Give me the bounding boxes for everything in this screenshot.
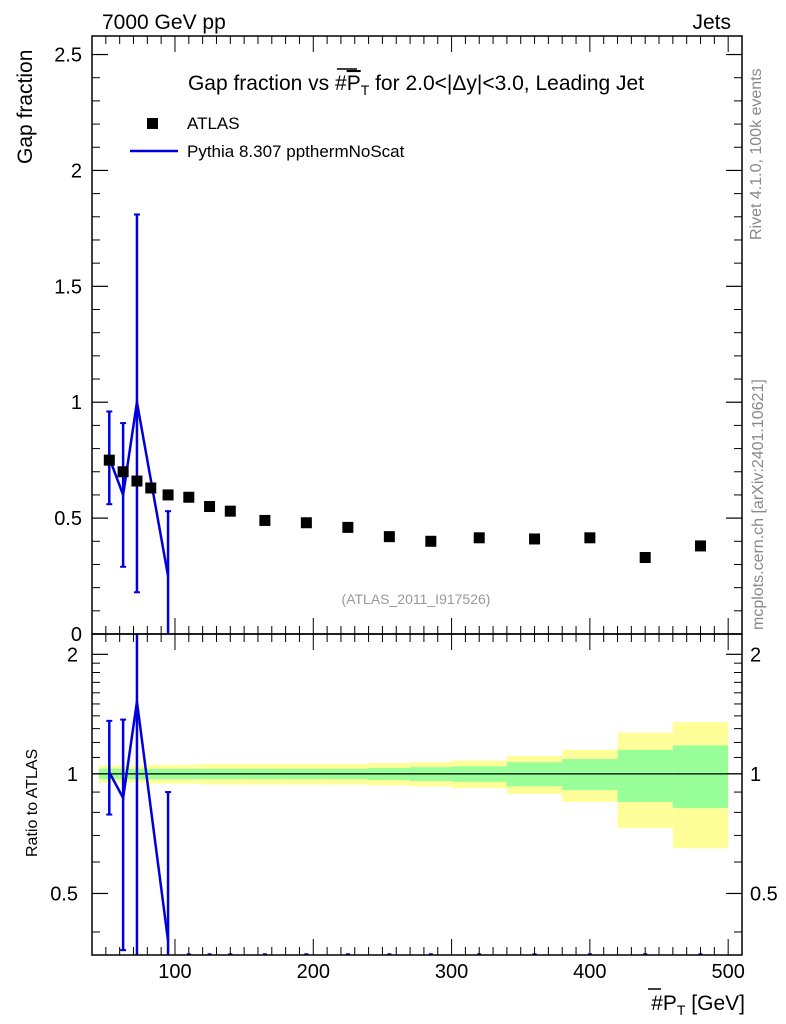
x-axis-label: #PT [GeV] bbox=[651, 992, 745, 1018]
main-axis-ticks: 0 0.5 1 1.5 2 2.5 bbox=[54, 36, 742, 646]
legend-mc-label: Pythia 8.307 ppthermNoScat bbox=[187, 142, 405, 161]
atlas-data-point bbox=[473, 532, 485, 544]
atlas-data-point bbox=[131, 475, 143, 487]
atlas-data-point bbox=[383, 531, 395, 543]
main-y-tick-label: 2 bbox=[71, 160, 82, 182]
ratio-y-tick-label: 1 bbox=[67, 764, 78, 786]
side-text-mcplots: mcplots.cern.ch [arXiv:2401.10621] bbox=[750, 379, 767, 630]
ratio-plot-frame bbox=[91, 633, 743, 956]
ratio-mc-line bbox=[108, 701, 170, 941]
x-tick-label: 300 bbox=[435, 961, 468, 983]
ratio-y-axis-label: Ratio to ATLAS bbox=[24, 749, 41, 857]
main-y-tick-label: 0 bbox=[71, 624, 82, 646]
atlas-data-point bbox=[695, 540, 707, 552]
atlas-data-point bbox=[300, 517, 312, 529]
atlas-data-point bbox=[342, 521, 354, 533]
atlas-data-point bbox=[529, 533, 541, 545]
atlas-data-point bbox=[639, 552, 651, 564]
main-y-tick-label: 0.5 bbox=[54, 508, 82, 530]
plot-title-t: T bbox=[361, 82, 370, 98]
side-text-rivet: Rivet 4.1.0, 100k events bbox=[748, 68, 765, 240]
atlas-data-point bbox=[162, 489, 174, 501]
atlas-data-point bbox=[183, 491, 195, 503]
main-y-tick-label: 1 bbox=[71, 392, 82, 414]
atlas-data-point bbox=[259, 514, 271, 526]
atlas-data-point bbox=[425, 535, 437, 547]
atlas-data-point bbox=[224, 505, 236, 517]
ratio-series-layer bbox=[106, 634, 703, 955]
analysis-watermark: (ATLAS_2011_I917526) bbox=[342, 591, 491, 607]
x-axis-label-prefix: # bbox=[651, 992, 663, 1015]
x-axis-label-suffix: [GeV] bbox=[685, 992, 745, 1015]
ratio-band-inner bbox=[672, 745, 729, 809]
ratio-y-tick-label-right: 0.5 bbox=[750, 883, 778, 905]
plot-title-prefix: Gap fraction vs # bbox=[188, 72, 347, 95]
plot-title: Gap fraction vs #PT for 2.0<|Δy|<3.0, Le… bbox=[188, 72, 644, 98]
header-collision-label: 7000 GeV pp bbox=[102, 11, 226, 34]
x-tick-label: 100 bbox=[158, 961, 191, 983]
atlas-data-point bbox=[584, 532, 596, 544]
plot-title-suffix: for 2.0<|Δy|<3.0, Leading Jet bbox=[369, 72, 644, 95]
ratio-y-tick-label-right: 2 bbox=[750, 644, 761, 666]
x-axis-label-p: P bbox=[663, 992, 677, 1015]
x-axis-label-t: T bbox=[677, 1002, 686, 1018]
atlas-data-point bbox=[117, 466, 129, 478]
main-series-layer bbox=[103, 213, 707, 634]
ratio-y-tick-label: 2 bbox=[67, 644, 78, 666]
x-tick-label: 500 bbox=[711, 961, 744, 983]
ratio-band-inner bbox=[617, 749, 673, 802]
atlas-data-point bbox=[145, 482, 157, 494]
x-tick-label: 200 bbox=[297, 961, 330, 983]
legend-atlas-marker bbox=[147, 118, 158, 129]
header-process-label: Jets bbox=[692, 11, 731, 34]
ratio-y-tick-label: 0.5 bbox=[50, 883, 78, 905]
main-y-axis-label: Gap fraction bbox=[14, 50, 37, 164]
ratio-y-tick-label-right: 1 bbox=[750, 764, 761, 786]
plot-title-p: P bbox=[347, 72, 361, 95]
ratio-band-inner bbox=[562, 759, 618, 791]
ratio-axis-ticks: 0.5 0.5 1 1 2 2 100 200 300 400 500 bbox=[50, 634, 778, 983]
atlas-data-point bbox=[103, 454, 115, 466]
main-y-tick-label: 1.5 bbox=[54, 276, 82, 298]
x-tick-label: 400 bbox=[573, 961, 606, 983]
legend-atlas-label: ATLAS bbox=[187, 114, 240, 133]
main-y-tick-label: 2.5 bbox=[54, 45, 82, 67]
atlas-data-point bbox=[204, 501, 216, 513]
